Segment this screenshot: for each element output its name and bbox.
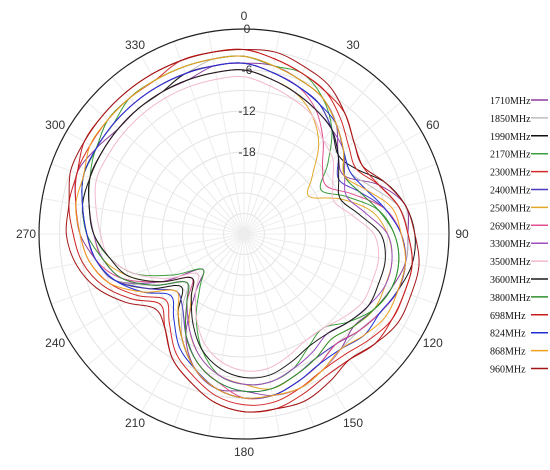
legend-label: 1710MHz [490, 96, 531, 107]
radial-tick-labels: 0 -6 -12 -18 [238, 22, 256, 159]
radial-tick-label: -12 [238, 104, 256, 118]
series-line [88, 69, 386, 379]
angle-tick-label: 0 [241, 9, 248, 23]
angle-tick-label: 240 [45, 336, 65, 350]
legend-label: 960MHz [490, 365, 526, 376]
grid-spoke [173, 233, 245, 427]
angle-tick-label: 180 [234, 445, 254, 459]
series-lines [65, 48, 420, 413]
grid-spoke [243, 76, 377, 235]
legend-label: 2300MHz [490, 168, 531, 179]
legend-label: 1850MHz [490, 114, 531, 125]
angle-tick-label: 60 [426, 118, 440, 132]
legend-label: 3600MHz [490, 275, 531, 286]
legend-label: 1990MHz [490, 132, 531, 143]
legend-label: 3800MHz [490, 293, 531, 304]
legend-label: 698MHz [490, 311, 526, 322]
radial-tick-label: 0 [244, 22, 251, 36]
legend-label: 2500MHz [490, 203, 531, 214]
angle-tick-label: 90 [455, 227, 469, 241]
legend-label: 2170MHz [490, 150, 531, 161]
series-line [65, 48, 420, 413]
radial-tick-label: -6 [242, 63, 253, 77]
angle-tick-label: 300 [45, 118, 65, 132]
angle-tick-label: 330 [125, 38, 145, 52]
legend: 1710MHz 1850MHz 1990MHz 2170MHz 2300MHz 2400M… [490, 96, 548, 376]
grid-spoke [243, 233, 377, 392]
legend-label: 868MHz [490, 347, 526, 358]
legend-label: 824MHz [490, 329, 526, 340]
angle-tick-label: 150 [343, 416, 363, 430]
angle-tick-label: 30 [346, 38, 360, 52]
legend-label: 2400MHz [490, 186, 531, 197]
outer-ring [38, 28, 450, 440]
series-line [75, 55, 407, 399]
angle-tick-label: 270 [16, 227, 36, 241]
angle-tick-label: 120 [423, 336, 443, 350]
grid-spoke [51, 233, 245, 305]
legend-label: 3500MHz [490, 257, 531, 268]
angle-tick-labels: 0 30 60 90 120 150 180 210 240 270 300 330 [16, 9, 469, 459]
angle-tick-label: 210 [125, 416, 145, 430]
radial-tick-label: -18 [238, 145, 256, 159]
legend-label: 3300MHz [490, 239, 531, 250]
series-line [94, 75, 380, 372]
legend-label: 2690MHz [490, 221, 531, 232]
grid-spoke [243, 197, 446, 235]
